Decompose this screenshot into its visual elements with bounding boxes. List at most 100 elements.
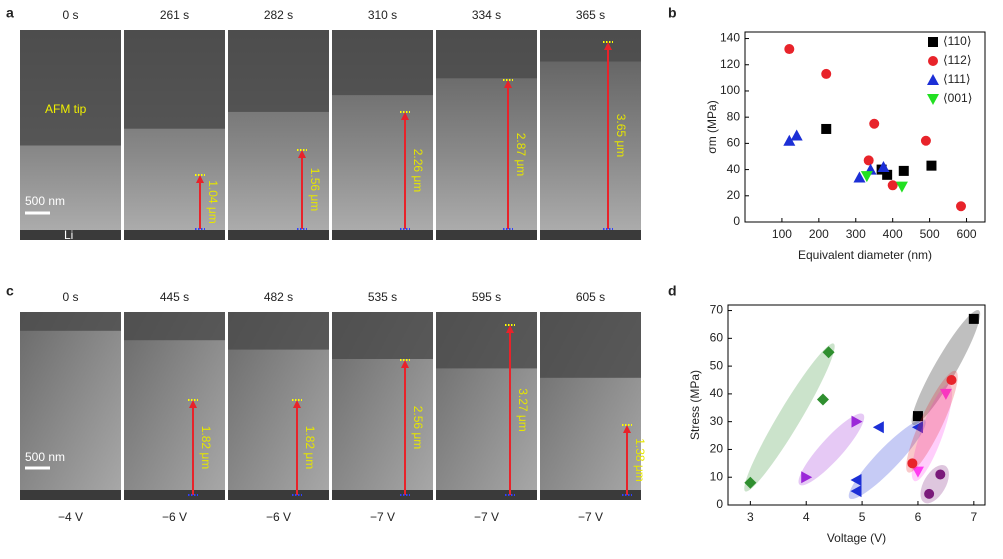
tip-label: AFM tip (45, 102, 87, 116)
y-tick-label: 20 (710, 442, 724, 456)
scale-bar-label: 500 nm (25, 450, 65, 464)
time-label: 0 s (62, 8, 78, 22)
x-tick-label: 500 (920, 227, 940, 241)
x-axis-label: Equivalent diameter (nm) (798, 248, 932, 262)
dark-region (20, 30, 121, 146)
dark-region (332, 30, 433, 96)
point (822, 346, 835, 359)
point (924, 488, 935, 499)
time-label: 445 s (160, 290, 189, 304)
point (801, 471, 813, 484)
measurement-label: 2.87 μm (514, 133, 528, 177)
point (850, 485, 862, 498)
time-label: 310 s (368, 8, 397, 22)
arrow-head (623, 425, 631, 433)
y-tick-label: 120 (720, 57, 740, 71)
y-tick-label: 0 (733, 214, 740, 228)
scale-bar-label: 500 nm (25, 194, 65, 208)
group-ellipse (744, 343, 835, 492)
plot-frame (727, 304, 986, 506)
substrate (332, 230, 433, 240)
plot-frame (744, 31, 986, 223)
x-tick-label: 200 (809, 227, 829, 241)
point (956, 201, 966, 212)
point (877, 160, 890, 172)
dark-region (332, 312, 433, 359)
dark-region (540, 312, 641, 378)
group-ellipse (906, 370, 958, 473)
point (912, 411, 923, 422)
point (851, 415, 863, 428)
y-tick-label: 140 (720, 31, 740, 45)
x-tick-label: 3 (747, 510, 754, 524)
voltage-label: −6 V (266, 510, 291, 524)
substrate (436, 230, 537, 240)
panel-label: b (668, 5, 677, 21)
point (907, 458, 918, 469)
x-tick-label: 6 (915, 510, 922, 524)
point (850, 474, 862, 486)
legend-marker (927, 74, 939, 85)
point (887, 180, 898, 191)
y-tick-label: 100 (720, 83, 740, 97)
dark-region (228, 312, 329, 350)
group-ellipse (848, 419, 926, 500)
substrate (228, 230, 329, 240)
measurement-label: 3.65 μm (614, 114, 628, 158)
time-label: 535 s (368, 290, 397, 304)
panel-label: c (6, 283, 14, 299)
time-label: 482 s (264, 290, 293, 304)
point (898, 165, 909, 176)
y-tick-label: 40 (727, 162, 741, 176)
y-tick-label: 40 (710, 386, 724, 400)
x-tick-label: 4 (803, 510, 810, 524)
point (911, 466, 924, 478)
voltage-label: −4 V (58, 510, 83, 524)
substrate (20, 230, 121, 240)
x-tick-label: 600 (957, 227, 977, 241)
legend-marker (928, 37, 938, 47)
time-label: 282 s (264, 8, 293, 22)
arrow-head (401, 360, 409, 368)
point (895, 181, 908, 193)
dark-region (436, 30, 537, 79)
dark-region (540, 30, 641, 62)
y-axis-label: Stress (MPa) (688, 370, 702, 440)
y-tick-label: 30 (710, 414, 724, 428)
y-tick-label: 20 (727, 188, 741, 202)
point (946, 375, 957, 385)
point (926, 160, 937, 171)
voltage-label: −7 V (370, 510, 395, 524)
y-tick-label: 70 (710, 303, 724, 317)
y-tick-label: 50 (710, 358, 724, 372)
time-label: 595 s (472, 290, 501, 304)
substrate (332, 490, 433, 500)
time-label: 261 s (160, 8, 189, 22)
point (744, 476, 757, 489)
x-axis-label: Voltage (V) (827, 531, 886, 545)
point (920, 135, 931, 146)
y-tick-label: 60 (727, 136, 741, 150)
point (790, 129, 803, 141)
panel-label: d (668, 283, 677, 299)
point (935, 469, 946, 480)
point (784, 44, 795, 55)
point (853, 171, 866, 183)
time-label: 605 s (576, 290, 605, 304)
x-tick-label: 300 (846, 227, 866, 241)
time-label: 334 s (472, 8, 501, 22)
point (869, 118, 880, 129)
substrate (124, 490, 225, 500)
group-ellipse (911, 309, 981, 426)
dark-region (228, 30, 329, 112)
voltage-label: −7 V (474, 510, 499, 524)
voltage-label: −7 V (578, 510, 603, 524)
x-tick-label: 100 (772, 227, 792, 241)
arrow-head (189, 400, 197, 408)
dark-region (436, 312, 537, 369)
measurement-label: 1.38 μm (633, 438, 647, 482)
voltage-label: −6 V (162, 510, 187, 524)
substrate (228, 490, 329, 500)
y-tick-label: 0 (716, 497, 723, 511)
substrate-label: Li (64, 228, 73, 242)
